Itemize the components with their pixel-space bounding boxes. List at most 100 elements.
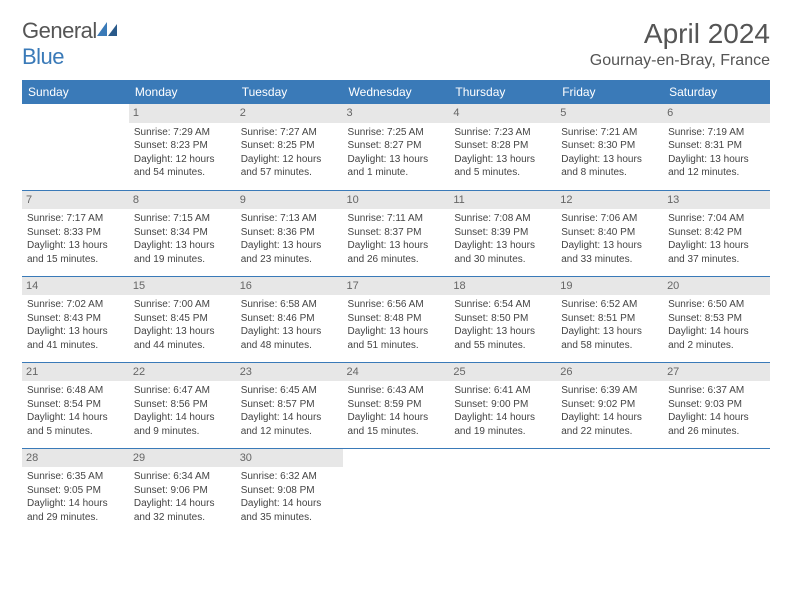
sunrise-text: Sunrise: 7:15 AM [134, 212, 231, 226]
daylight2-text: and 2 minutes. [668, 339, 765, 353]
sunrise-text: Sunrise: 7:02 AM [27, 298, 124, 312]
calendar-week-row: 7Sunrise: 7:17 AMSunset: 8:33 PMDaylight… [22, 190, 770, 276]
day-number: 29 [129, 449, 236, 468]
daylight1-text: Daylight: 12 hours [241, 153, 338, 167]
day-number: 11 [449, 191, 556, 210]
page-title: April 2024 [590, 18, 770, 50]
daylight1-text: Daylight: 13 hours [241, 239, 338, 253]
day-number: 15 [129, 277, 236, 296]
daylight1-text: Daylight: 12 hours [134, 153, 231, 167]
day-number: 12 [556, 191, 663, 210]
sunset-text: Sunset: 8:54 PM [27, 398, 124, 412]
weekday-header: Sunday [22, 80, 129, 104]
daylight2-text: and 1 minute. [348, 166, 445, 180]
calendar-day-cell: 9 Sunrise: 7:13 AMSunset: 8:36 PMDaylight… [236, 190, 343, 276]
calendar-day-cell: 18Sunrise: 6:54 AMSunset: 8:50 PMDayligh… [449, 276, 556, 362]
daylight1-text: Daylight: 13 hours [27, 239, 124, 253]
sunset-text: Sunset: 8:28 PM [454, 139, 551, 153]
daylight2-text: and 55 minutes. [454, 339, 551, 353]
weekday-header: Friday [556, 80, 663, 104]
daylight1-text: Daylight: 13 hours [454, 239, 551, 253]
logo-mark-icon [97, 20, 119, 38]
calendar-body: 1Sunrise: 7:29 AMSunset: 8:23 PMDaylight… [22, 104, 770, 534]
weekday-header: Tuesday [236, 80, 343, 104]
day-number: 18 [449, 277, 556, 296]
daylight1-text: Daylight: 14 hours [27, 411, 124, 425]
title-block: April 2024 Gournay-en-Bray, France [590, 18, 770, 70]
daylight2-text: and 15 minutes. [348, 425, 445, 439]
daylight2-text: and 22 minutes. [561, 425, 658, 439]
sunset-text: Sunset: 8:56 PM [134, 398, 231, 412]
day-number: 3 [343, 104, 450, 123]
sunset-text: Sunset: 8:51 PM [561, 312, 658, 326]
calendar-day-cell: 7Sunrise: 7:17 AMSunset: 8:33 PMDaylight… [22, 190, 129, 276]
sunrise-text: Sunrise: 7:13 AM [241, 212, 338, 226]
daylight1-text: Daylight: 13 hours [454, 325, 551, 339]
daylight2-text: and 8 minutes. [561, 166, 658, 180]
daylight1-text: Daylight: 13 hours [454, 153, 551, 167]
day-number: 21 [22, 363, 129, 382]
daylight1-text: Daylight: 14 hours [348, 411, 445, 425]
calendar-week-row: 14Sunrise: 7:02 AMSunset: 8:43 PMDayligh… [22, 276, 770, 362]
daylight1-text: Daylight: 13 hours [348, 153, 445, 167]
sunrise-text: Sunrise: 7:23 AM [454, 126, 551, 140]
sunrise-text: Sunrise: 7:04 AM [668, 212, 765, 226]
calendar-day-cell: 10Sunrise: 7:11 AMSunset: 8:37 PMDayligh… [343, 190, 450, 276]
sunset-text: Sunset: 8:43 PM [27, 312, 124, 326]
day-number: 25 [449, 363, 556, 382]
day-number: 8 [129, 191, 236, 210]
sunrise-text: Sunrise: 6:41 AM [454, 384, 551, 398]
calendar-day-cell: 11 Sunrise: 7:08 AMSunset: 8:39 PMDayligh… [449, 190, 556, 276]
weekday-header: Monday [129, 80, 236, 104]
daylight2-text: and 58 minutes. [561, 339, 658, 353]
daylight2-text: and 12 minutes. [668, 166, 765, 180]
daylight1-text: Daylight: 13 hours [348, 325, 445, 339]
calendar-day-cell: 19Sunrise: 6:52 AMSunset: 8:51 PMDayligh… [556, 276, 663, 362]
daylight2-text: and 57 minutes. [241, 166, 338, 180]
day-number: 9 [236, 191, 343, 210]
logo-part2: Blue [22, 44, 64, 69]
sunset-text: Sunset: 9:03 PM [668, 398, 765, 412]
calendar-day-cell: 21Sunrise: 6:48 AMSunset: 8:54 PMDayligh… [22, 362, 129, 448]
daylight2-text: and 9 minutes. [134, 425, 231, 439]
daylight2-text: and 48 minutes. [241, 339, 338, 353]
daylight1-text: Daylight: 14 hours [454, 411, 551, 425]
calendar-day-cell: 3 Sunrise: 7:25 AMSunset: 8:27 PMDaylight… [343, 104, 450, 190]
calendar-day-cell: 4Sunrise: 7:23 AMSunset: 8:28 PMDaylight… [449, 104, 556, 190]
sunset-text: Sunset: 8:31 PM [668, 139, 765, 153]
daylight1-text: Daylight: 13 hours [348, 239, 445, 253]
day-number: 19 [556, 277, 663, 296]
calendar-day-cell [556, 448, 663, 534]
calendar-day-cell: 12Sunrise: 7:06 AMSunset: 8:40 PMDayligh… [556, 190, 663, 276]
sunset-text: Sunset: 8:42 PM [668, 226, 765, 240]
calendar-day-cell [22, 104, 129, 190]
calendar-day-cell [663, 448, 770, 534]
logo-text: GeneralBlue [22, 18, 119, 70]
sunrise-text: Sunrise: 6:32 AM [241, 470, 338, 484]
sunset-text: Sunset: 8:27 PM [348, 139, 445, 153]
sunset-text: Sunset: 9:02 PM [561, 398, 658, 412]
sunset-text: Sunset: 8:36 PM [241, 226, 338, 240]
logo-part1: General [22, 18, 97, 43]
day-number: 17 [343, 277, 450, 296]
sunset-text: Sunset: 8:30 PM [561, 139, 658, 153]
sunrise-text: Sunrise: 7:08 AM [454, 212, 551, 226]
calendar-day-cell: 13Sunrise: 7:04 AMSunset: 8:42 PMDayligh… [663, 190, 770, 276]
sunrise-text: Sunrise: 7:25 AM [348, 126, 445, 140]
daylight1-text: Daylight: 13 hours [668, 239, 765, 253]
calendar-day-cell: 20Sunrise: 6:50 AMSunset: 8:53 PMDayligh… [663, 276, 770, 362]
sunrise-text: Sunrise: 6:54 AM [454, 298, 551, 312]
sunrise-text: Sunrise: 6:47 AM [134, 384, 231, 398]
calendar-day-cell: 23Sunrise: 6:45 AMSunset: 8:57 PMDayligh… [236, 362, 343, 448]
daylight2-text: and 30 minutes. [454, 253, 551, 267]
day-number: 27 [663, 363, 770, 382]
calendar-day-cell: 25Sunrise: 6:41 AMSunset: 9:00 PMDayligh… [449, 362, 556, 448]
sunset-text: Sunset: 8:25 PM [241, 139, 338, 153]
sunset-text: Sunset: 9:05 PM [27, 484, 124, 498]
day-number: 24 [343, 363, 450, 382]
calendar-day-cell: 16Sunrise: 6:58 AMSunset: 8:46 PMDayligh… [236, 276, 343, 362]
sunset-text: Sunset: 8:39 PM [454, 226, 551, 240]
daylight2-text: and 32 minutes. [134, 511, 231, 525]
daylight2-text: and 19 minutes. [454, 425, 551, 439]
calendar-day-cell: 14Sunrise: 7:02 AMSunset: 8:43 PMDayligh… [22, 276, 129, 362]
